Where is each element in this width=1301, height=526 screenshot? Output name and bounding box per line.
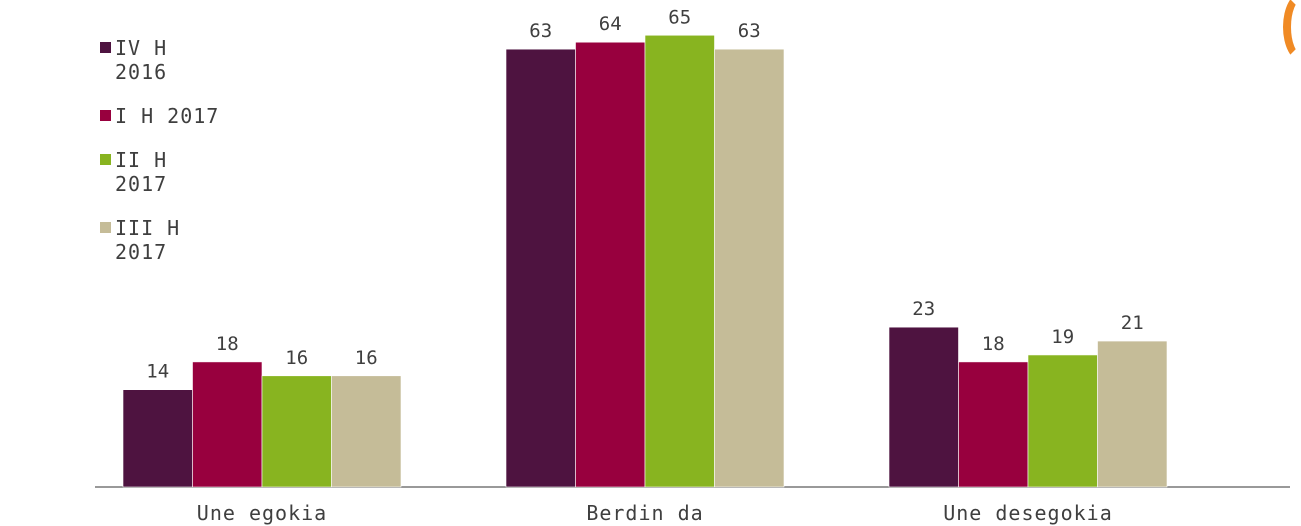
data-label: 63 — [738, 20, 761, 42]
legend-swatch — [100, 42, 111, 53]
data-label: 19 — [1051, 326, 1074, 348]
bar — [505, 48, 576, 488]
bar — [958, 361, 1029, 488]
legend-item: III H 2017 — [100, 216, 260, 264]
bar — [1097, 340, 1168, 488]
legend-swatch — [100, 154, 111, 165]
bar — [122, 389, 193, 488]
data-label: 16 — [285, 347, 308, 369]
legend-label: II H 2017 — [115, 148, 168, 196]
legend-swatch — [100, 222, 111, 233]
bar — [261, 375, 332, 488]
legend-item: II H 2017 — [100, 148, 260, 196]
legend-label: I H 2017 — [115, 104, 220, 128]
data-label: 64 — [599, 13, 622, 35]
bar — [644, 34, 715, 488]
bar — [331, 375, 402, 488]
data-label: 21 — [1121, 312, 1144, 334]
data-label: 18 — [982, 333, 1005, 355]
legend-item: IV H 2016 — [100, 36, 260, 84]
legend-swatch — [100, 110, 111, 121]
bar — [714, 48, 785, 488]
x-tick-label: Berdin da — [586, 501, 703, 525]
legend-item: I H 2017 — [100, 104, 260, 128]
bar — [575, 41, 646, 488]
corner-accent-shape — [1283, 0, 1301, 62]
x-tick-label: Une egokia — [197, 501, 327, 525]
bar — [888, 326, 959, 488]
data-label: 65 — [668, 6, 691, 28]
legend-label: III H 2017 — [115, 216, 181, 264]
data-label: 23 — [912, 298, 935, 320]
data-label: 14 — [146, 361, 169, 383]
legend: IV H 2016 I H 2017 II H 2017 III H 2017 — [100, 36, 260, 284]
bar — [192, 361, 263, 488]
data-label: 18 — [216, 333, 239, 355]
bar — [1027, 354, 1098, 488]
legend-label: IV H 2016 — [115, 36, 168, 84]
x-tick-label: Une desegokia — [943, 501, 1113, 525]
data-label: 16 — [355, 347, 378, 369]
data-label: 63 — [529, 20, 552, 42]
